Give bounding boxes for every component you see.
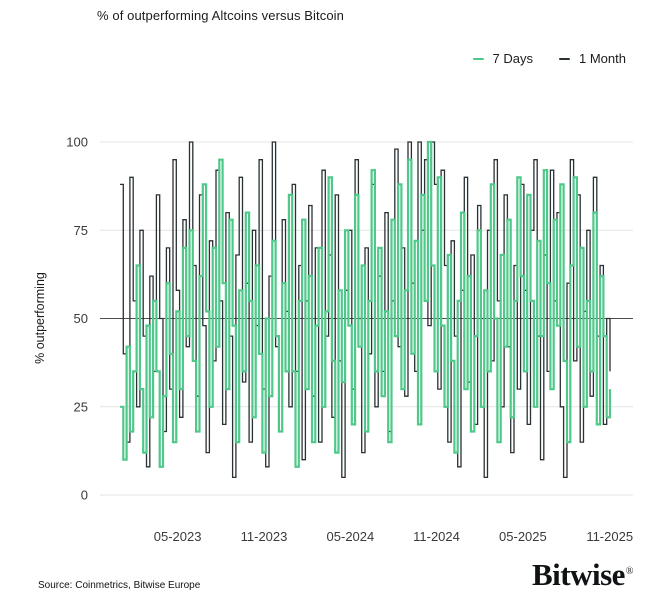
- series-line-7-days: [120, 140, 612, 468]
- legend-swatch-1-month: [559, 57, 571, 60]
- y-axis-title: % outperforming: [33, 272, 47, 364]
- x-tick-label: 11-2023: [241, 529, 288, 544]
- x-tick-label: 05-2025: [499, 529, 547, 544]
- y-tick-label: 100: [66, 135, 88, 150]
- bitwise-logo-text: Bitwise: [531, 557, 625, 592]
- source-note: Source: Coinmetrics, Bitwise Europe: [38, 580, 201, 591]
- chart-plot-area: % outperforming 0 25 50 75 100 05-2023 11-2023…: [33, 135, 633, 545]
- x-tick-label: 11-2024: [413, 529, 460, 544]
- x-tick-label: 05-2023: [154, 529, 202, 544]
- y-tick-label: 50: [74, 311, 88, 326]
- y-tick-label: 0: [81, 488, 88, 503]
- legend-label-1-month: 1 Month: [579, 51, 626, 66]
- legend-label-7-days: 7 Days: [492, 51, 534, 66]
- legend: 7 Days 1 Month: [472, 51, 626, 66]
- y-tick-label: 25: [74, 399, 88, 414]
- legend-swatch-7-days: [472, 57, 484, 60]
- x-tick-label: 11-2025: [586, 529, 633, 544]
- chart-title: % of outperforming Altcoins versus Bitco…: [97, 8, 344, 23]
- registered-trademark-icon: ®: [625, 565, 634, 577]
- legend-item-7-days: 7 Days: [472, 51, 534, 66]
- legend-item-1-month: 1 Month: [559, 51, 626, 66]
- x-tick-label: 05-2024: [327, 529, 375, 544]
- y-tick-label: 75: [74, 223, 88, 238]
- bitwise-logo: Bitwise®: [531, 557, 634, 593]
